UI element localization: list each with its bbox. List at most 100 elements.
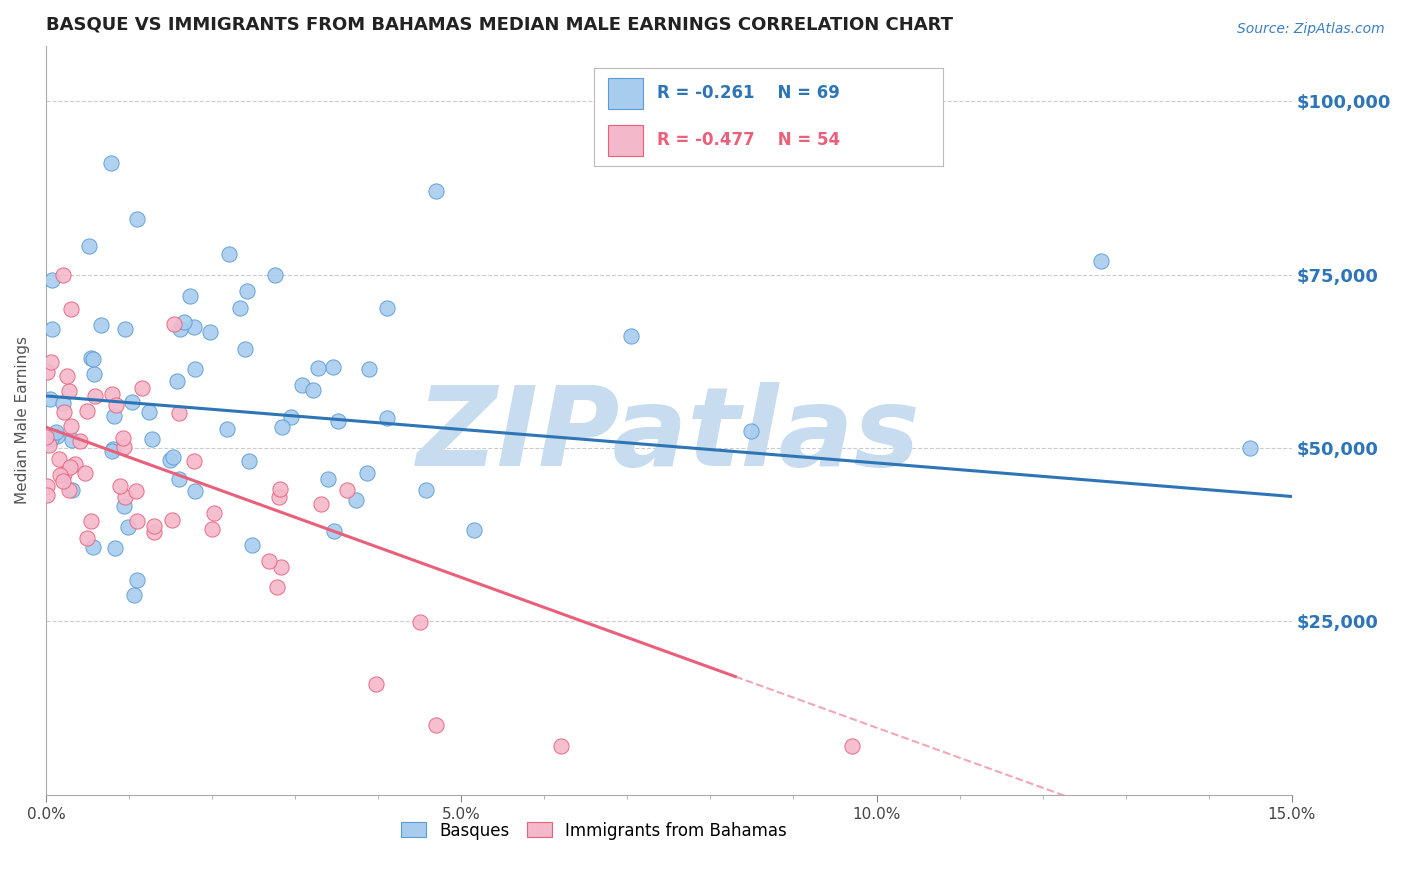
Point (122, 588, 145, 602)
Point (1239, 441, 1261, 455)
Point (35, 429, 58, 443)
Point (242, 538, 264, 552)
Point (52, 474, 75, 488)
Point (82, 540, 104, 554)
Point (217, 422, 239, 436)
Point (229, 301, 252, 315)
Point (259, 554, 281, 568)
Point (425, 718, 447, 732)
Point (142, 519, 165, 533)
Point (841, 739, 863, 753)
Point (184, 361, 207, 376)
Point (218, 246, 240, 260)
Point (162, 513, 184, 527)
Point (173, 315, 195, 329)
Point (143, 524, 166, 539)
Point (198, 325, 221, 339)
Point (169, 406, 191, 420)
Point (35, 479, 58, 493)
Point (90, 318, 112, 333)
Point (84, 389, 107, 403)
Point (125, 483, 148, 498)
Point (45, 429, 67, 443)
Point (162, 450, 184, 465)
Point (59, 419, 82, 434)
Point (264, 268, 287, 282)
Point (114, 490, 136, 504)
Point (100, 156, 122, 170)
Point (76, 403, 98, 417)
Legend: Basques, Immigrants from Bahamas: Basques, Immigrants from Bahamas (395, 815, 793, 847)
Point (63, 457, 86, 471)
Point (267, 490, 290, 504)
Point (316, 472, 339, 486)
Point (238, 454, 260, 468)
Point (80, 514, 103, 528)
Text: Source: ZipAtlas.com: Source: ZipAtlas.com (1237, 22, 1385, 37)
Point (60, 483, 83, 497)
Point (108, 479, 131, 493)
Point (83, 367, 105, 381)
Point (344, 493, 367, 508)
Point (59, 302, 82, 317)
Point (103, 409, 125, 423)
Point (121, 395, 143, 409)
Point (41, 355, 63, 369)
Point (326, 414, 349, 428)
Point (235, 284, 257, 298)
Point (52, 396, 75, 410)
Point (101, 386, 124, 401)
Point (127, 514, 149, 528)
Point (141, 433, 163, 447)
Point (131, 381, 153, 395)
Point (58, 460, 80, 475)
Point (39, 392, 62, 406)
Point (302, 383, 325, 397)
Point (322, 359, 344, 374)
Point (291, 378, 314, 392)
Point (309, 497, 332, 511)
Point (35, 365, 58, 379)
Point (60, 433, 83, 447)
Text: BASQUE VS IMMIGRANTS FROM BAHAMAS MEDIAN MALE EARNINGS CORRELATION CHART: BASQUE VS IMMIGRANTS FROM BAHAMAS MEDIAN… (46, 15, 953, 33)
Point (45, 425, 67, 439)
Point (80, 351, 103, 365)
Point (307, 360, 329, 375)
Point (82, 351, 104, 366)
Point (39, 432, 62, 446)
Point (336, 483, 359, 497)
Point (104, 541, 127, 556)
Point (740, 425, 762, 439)
Point (104, 398, 127, 412)
Point (266, 580, 288, 594)
Point (167, 471, 190, 485)
Point (166, 374, 188, 388)
Point (179, 288, 201, 302)
Text: ZIPatlas: ZIPatlas (418, 382, 921, 489)
Point (52, 268, 75, 282)
Point (127, 573, 149, 587)
Point (356, 466, 378, 480)
Point (322, 524, 344, 538)
Y-axis label: Median Male Earnings: Median Male Earnings (15, 336, 30, 504)
Point (409, 615, 432, 629)
Point (620, 329, 643, 343)
Point (364, 677, 387, 691)
Point (53, 405, 76, 419)
Point (163, 318, 186, 332)
Point (35, 488, 58, 502)
Point (415, 483, 437, 497)
Point (101, 444, 124, 458)
Point (111, 430, 134, 444)
Point (159, 453, 181, 467)
Point (112, 499, 135, 513)
Point (79, 239, 101, 253)
Point (233, 342, 256, 356)
Point (76, 531, 98, 545)
Point (169, 322, 191, 336)
Point (49, 468, 72, 483)
Point (38, 438, 60, 452)
Point (41, 273, 63, 287)
Point (127, 212, 149, 227)
Point (270, 560, 292, 574)
